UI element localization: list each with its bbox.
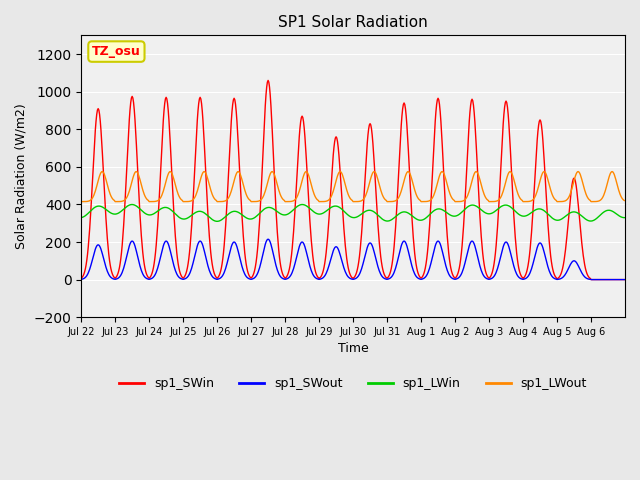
Line: sp1_SWin: sp1_SWin: [81, 81, 624, 279]
sp1_LWin: [213, 218, 221, 224]
Line: sp1_LWin: sp1_LWin: [81, 204, 624, 221]
sp1_LWin: [620, 215, 628, 220]
sp1_LWin: [141, 211, 149, 216]
sp1_LWin: [77, 215, 85, 220]
sp1_SWout: [77, 276, 85, 282]
Y-axis label: Solar Radiation (W/m2): Solar Radiation (W/m2): [15, 103, 28, 249]
sp1_LWout: [410, 182, 417, 188]
Text: TZ_osu: TZ_osu: [92, 45, 141, 58]
sp1_SWout: [141, 274, 148, 280]
sp1_SWin: [440, 171, 447, 177]
sp1_SWin: [269, 130, 276, 136]
Legend: sp1_SWin, sp1_SWout, sp1_LWin, sp1_LWout: sp1_SWin, sp1_SWout, sp1_LWin, sp1_LWout: [114, 372, 592, 396]
sp1_LWout: [241, 189, 249, 195]
sp1_SWin: [141, 265, 148, 271]
sp1_LWout: [620, 198, 628, 204]
sp1_LWout: [440, 170, 447, 176]
sp1_LWin: [290, 207, 298, 213]
sp1_SWout: [410, 267, 417, 273]
sp1_SWin: [620, 276, 628, 282]
X-axis label: Time: Time: [338, 342, 369, 356]
sp1_LWin: [440, 208, 448, 214]
sp1_SWout: [440, 254, 447, 260]
sp1_SWin: [289, 238, 297, 243]
Title: SP1 Solar Radiation: SP1 Solar Radiation: [278, 15, 428, 30]
Line: sp1_LWout: sp1_LWout: [81, 171, 624, 202]
sp1_LWout: [269, 168, 276, 174]
sp1_LWin: [269, 206, 277, 212]
sp1_LWout: [77, 199, 85, 204]
sp1_LWin: [128, 202, 136, 207]
sp1_SWin: [410, 235, 417, 240]
sp1_SWin: [264, 78, 272, 84]
sp1_SWout: [289, 268, 297, 274]
sp1_SWout: [587, 276, 595, 282]
sp1_LWout: [141, 194, 149, 200]
sp1_SWin: [77, 276, 85, 281]
sp1_SWout: [269, 247, 276, 252]
sp1_SWin: [241, 250, 248, 255]
sp1_SWin: [587, 276, 595, 282]
sp1_LWout: [289, 198, 297, 204]
sp1_SWout: [241, 271, 248, 277]
sp1_SWout: [620, 276, 628, 282]
sp1_LWout: [99, 168, 106, 174]
Line: sp1_SWout: sp1_SWout: [81, 239, 624, 279]
sp1_SWout: [264, 236, 272, 242]
sp1_LWin: [243, 215, 250, 221]
sp1_LWin: [410, 215, 418, 220]
